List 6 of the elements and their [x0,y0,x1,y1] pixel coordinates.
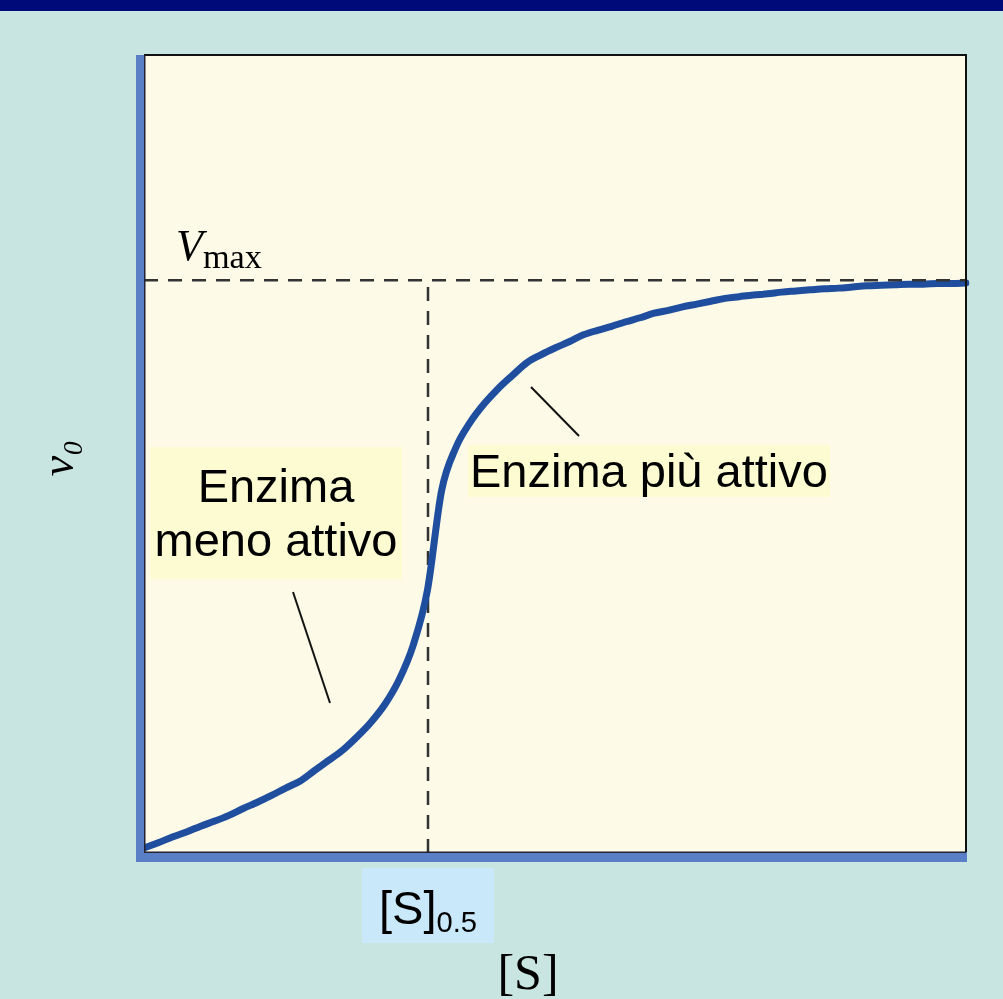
y-axis-title: v₀ [31,439,83,477]
text: [S]$_{0.5}$ [362,868,494,943]
annotation: Enzima meno attivo [150,447,402,579]
x-axis-title: [S] [497,944,559,999]
annotation: Enzima più attivo [468,444,830,497]
ref-line-label: V$_{max}$ [176,221,262,275]
